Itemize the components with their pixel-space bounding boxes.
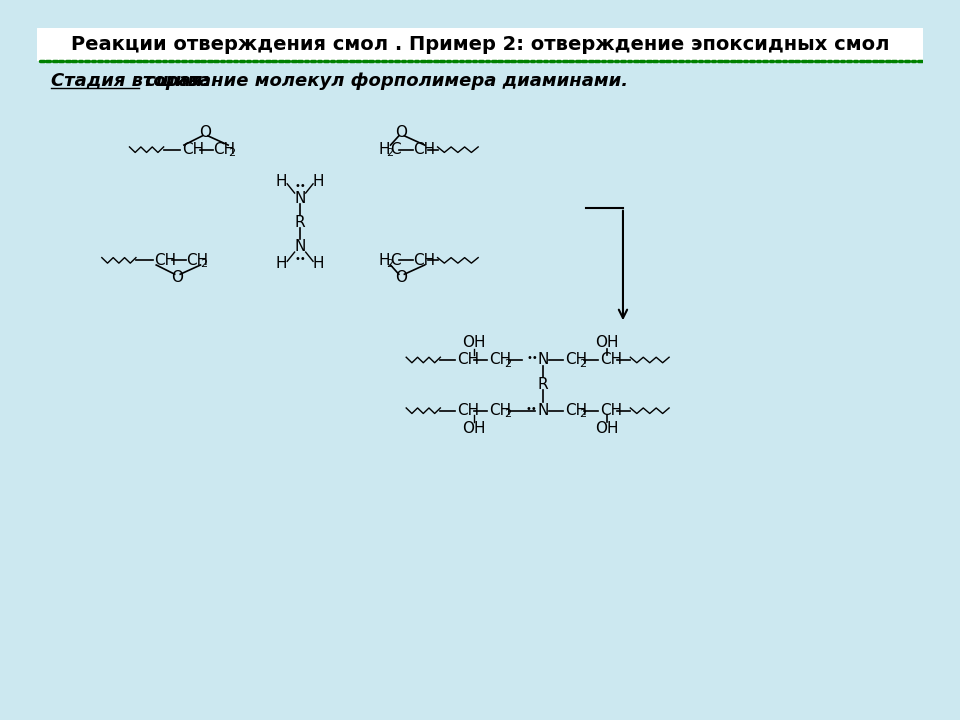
- Text: Стадия вторая:: Стадия вторая:: [51, 73, 209, 91]
- Text: CH: CH: [457, 353, 479, 367]
- Text: OH: OH: [462, 420, 486, 436]
- Text: 2: 2: [386, 259, 393, 269]
- Text: CH: CH: [155, 253, 177, 268]
- Text: N: N: [295, 239, 306, 254]
- Text: сшивание молекул форполимера диаминами.: сшивание молекул форполимера диаминами.: [138, 73, 628, 91]
- Text: 2: 2: [504, 359, 511, 369]
- Text: OH: OH: [462, 335, 486, 350]
- Text: CH: CH: [457, 403, 479, 418]
- Text: CH: CH: [564, 403, 587, 418]
- Text: H: H: [276, 174, 287, 189]
- Text: OH: OH: [595, 335, 619, 350]
- Text: O: O: [396, 271, 408, 285]
- Text: ••: ••: [526, 404, 538, 414]
- Text: CH: CH: [490, 403, 512, 418]
- Text: C: C: [391, 253, 401, 268]
- Text: H: H: [276, 256, 287, 271]
- Bar: [37, 28, 923, 60]
- Text: N: N: [537, 353, 548, 367]
- Text: C: C: [391, 142, 401, 157]
- Text: 2: 2: [580, 410, 587, 420]
- Text: 2: 2: [580, 359, 587, 369]
- Text: N: N: [537, 403, 548, 418]
- Text: O: O: [396, 125, 408, 140]
- Text: H: H: [313, 256, 324, 271]
- Text: CH: CH: [182, 142, 204, 157]
- Text: OH: OH: [595, 420, 619, 436]
- Text: CH: CH: [600, 353, 622, 367]
- Text: CH: CH: [490, 353, 512, 367]
- Text: 2: 2: [504, 410, 511, 420]
- Text: H: H: [378, 142, 390, 157]
- Text: 2: 2: [386, 148, 393, 158]
- Text: ••: ••: [295, 254, 306, 264]
- Text: R: R: [538, 377, 548, 392]
- Text: CH: CH: [413, 142, 435, 157]
- Text: O: O: [199, 125, 211, 140]
- Text: CH: CH: [185, 253, 208, 268]
- Text: 2: 2: [228, 148, 235, 158]
- Text: O: O: [172, 271, 183, 285]
- Text: ••: ••: [295, 181, 306, 191]
- Text: CH: CH: [564, 353, 587, 367]
- Text: CH: CH: [600, 403, 622, 418]
- Text: H: H: [378, 253, 390, 268]
- Text: R: R: [295, 215, 305, 230]
- Text: N: N: [295, 191, 306, 206]
- Text: CH: CH: [413, 253, 435, 268]
- Text: 2: 2: [201, 259, 207, 269]
- Text: ••: ••: [527, 353, 539, 363]
- Text: CH: CH: [213, 142, 235, 157]
- Text: H: H: [313, 174, 324, 189]
- Text: Реакции отверждения смол . Пример 2: отверждение эпоксидных смол: Реакции отверждения смол . Пример 2: отв…: [71, 35, 889, 54]
